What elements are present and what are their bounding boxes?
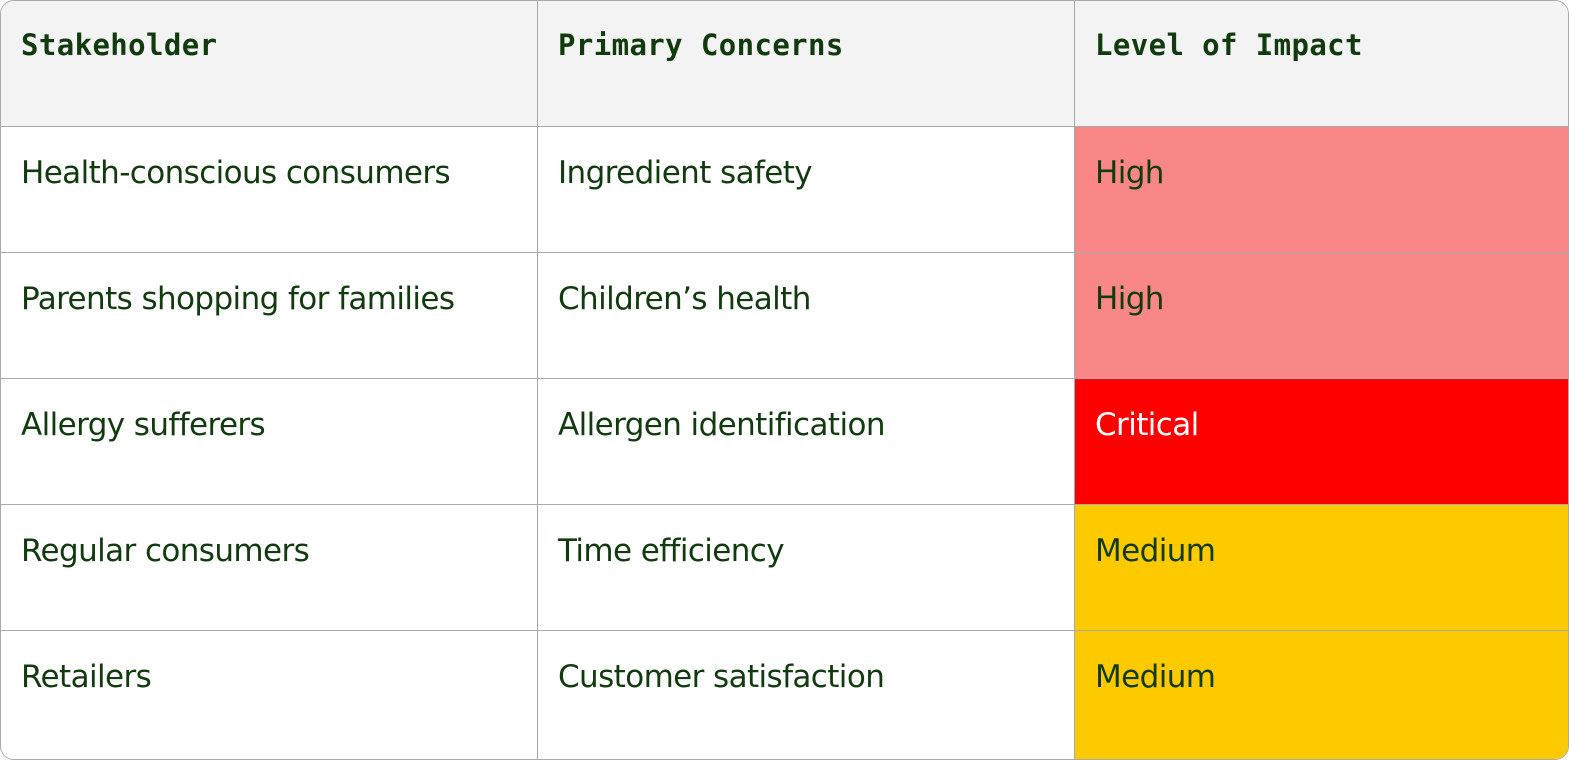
stakeholder-cell: Retailers bbox=[1, 631, 538, 759]
table-row: Regular consumers Time efficiency Medium bbox=[1, 505, 1568, 631]
impact-cell: Critical bbox=[1075, 379, 1568, 504]
concern-cell: Time efficiency bbox=[538, 505, 1075, 630]
header-primary-concerns: Primary Concerns bbox=[538, 1, 1075, 126]
impact-cell: Medium bbox=[1075, 631, 1568, 759]
concern-cell: Customer satisfaction bbox=[538, 631, 1075, 759]
table-row: Parents shopping for families Children’s… bbox=[1, 253, 1568, 379]
table-row: Allergy sufferers Allergen identificatio… bbox=[1, 379, 1568, 505]
concern-cell: Children’s health bbox=[538, 253, 1075, 378]
header-stakeholder: Stakeholder bbox=[1, 1, 538, 126]
stakeholder-cell: Allergy sufferers bbox=[1, 379, 538, 504]
impact-cell: Medium bbox=[1075, 505, 1568, 630]
table-row: Retailers Customer satisfaction Medium bbox=[1, 631, 1568, 759]
stakeholder-cell: Parents shopping for families bbox=[1, 253, 538, 378]
stakeholder-cell: Health-conscious consumers bbox=[1, 127, 538, 252]
table-header-row: Stakeholder Primary Concerns Level of Im… bbox=[1, 1, 1568, 127]
table-row: Health-conscious consumers Ingredient sa… bbox=[1, 127, 1568, 253]
impact-cell: High bbox=[1075, 253, 1568, 378]
header-level-of-impact: Level of Impact bbox=[1075, 1, 1568, 126]
concern-cell: Allergen identification bbox=[538, 379, 1075, 504]
concern-cell: Ingredient safety bbox=[538, 127, 1075, 252]
stakeholder-cell: Regular consumers bbox=[1, 505, 538, 630]
impact-cell: High bbox=[1075, 127, 1568, 252]
